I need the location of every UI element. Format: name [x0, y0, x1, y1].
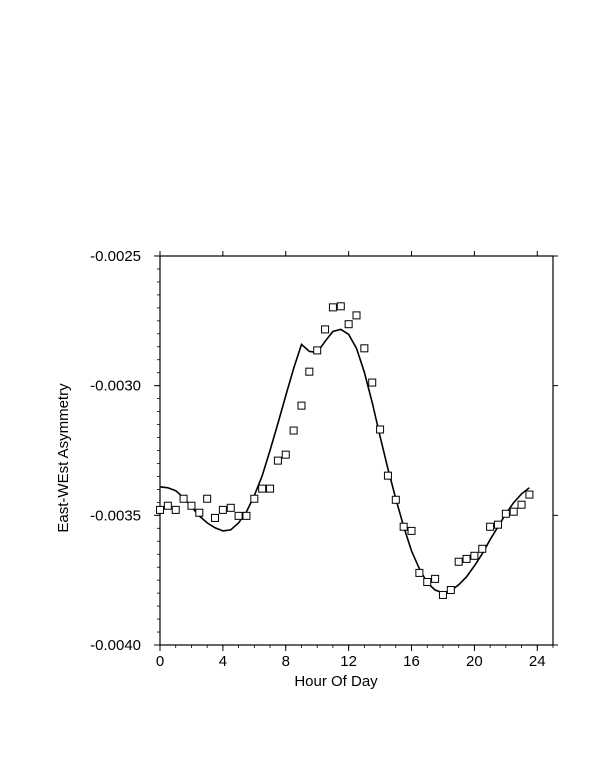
fit-curve	[159, 328, 530, 594]
data-point	[368, 378, 377, 387]
x-tick-label: 16	[403, 653, 420, 670]
x-tick-label: 8	[282, 653, 290, 670]
data-point	[187, 501, 196, 510]
data-point	[415, 568, 424, 577]
x-tick-label: 0	[156, 653, 164, 670]
data-point	[297, 401, 306, 410]
x-tick-label: 4	[219, 653, 227, 670]
data-point	[352, 311, 361, 320]
data-point	[328, 303, 337, 312]
data-point	[391, 495, 400, 504]
data-point	[478, 544, 487, 553]
data-point	[438, 590, 447, 599]
data-point	[360, 344, 369, 353]
tick-labels: 0 4 8 12 16 20 24 -0.0040 -0.0035 -0.0030 -0.0025	[90, 248, 545, 670]
data-point	[462, 554, 471, 563]
data-point	[156, 505, 164, 514]
data-point	[321, 325, 330, 334]
fit-curve-layer	[159, 328, 530, 594]
data-point	[454, 557, 463, 566]
data-point	[407, 526, 416, 535]
data-point	[344, 320, 353, 329]
data-point	[281, 450, 290, 459]
data-point	[493, 520, 502, 529]
y-tick-label: -0.0030	[90, 378, 141, 395]
y-tick-label: -0.0025	[90, 248, 141, 265]
data-point	[203, 494, 212, 503]
data-point	[486, 522, 495, 531]
data-point	[336, 302, 345, 311]
data-point	[431, 574, 440, 583]
data-point	[273, 456, 282, 465]
data-point	[163, 501, 172, 510]
data-point	[517, 500, 526, 509]
data-point	[266, 484, 275, 493]
data-point	[218, 505, 227, 514]
x-axis-label: Hour Of Day	[294, 673, 378, 690]
data-point	[179, 494, 188, 503]
data-point	[289, 426, 298, 435]
data-point	[509, 507, 518, 516]
data-point	[171, 505, 180, 514]
y-tick-label: -0.0035	[90, 507, 141, 524]
data-point	[305, 367, 314, 376]
data-point	[501, 509, 510, 518]
data-point	[211, 513, 220, 522]
data-point	[250, 494, 259, 503]
y-axis-label: East-WEst Asymmetry	[55, 383, 72, 533]
data-point	[258, 484, 267, 493]
data-point	[399, 522, 408, 531]
ticks	[154, 251, 558, 651]
data-point	[470, 551, 479, 560]
data-point	[525, 490, 534, 499]
data-point	[195, 508, 204, 517]
data-point	[242, 511, 251, 520]
data-point	[313, 346, 322, 355]
data-point	[423, 577, 432, 586]
data-point	[376, 425, 385, 434]
data-point	[383, 471, 392, 480]
data-point	[446, 586, 455, 595]
y-tick-label: -0.0040	[90, 637, 141, 654]
x-tick-label: 20	[466, 653, 483, 670]
data-points-layer	[156, 302, 534, 599]
x-tick-label: 24	[529, 653, 546, 670]
data-point	[234, 511, 243, 520]
data-point	[226, 503, 235, 512]
x-tick-label: 12	[340, 653, 357, 670]
